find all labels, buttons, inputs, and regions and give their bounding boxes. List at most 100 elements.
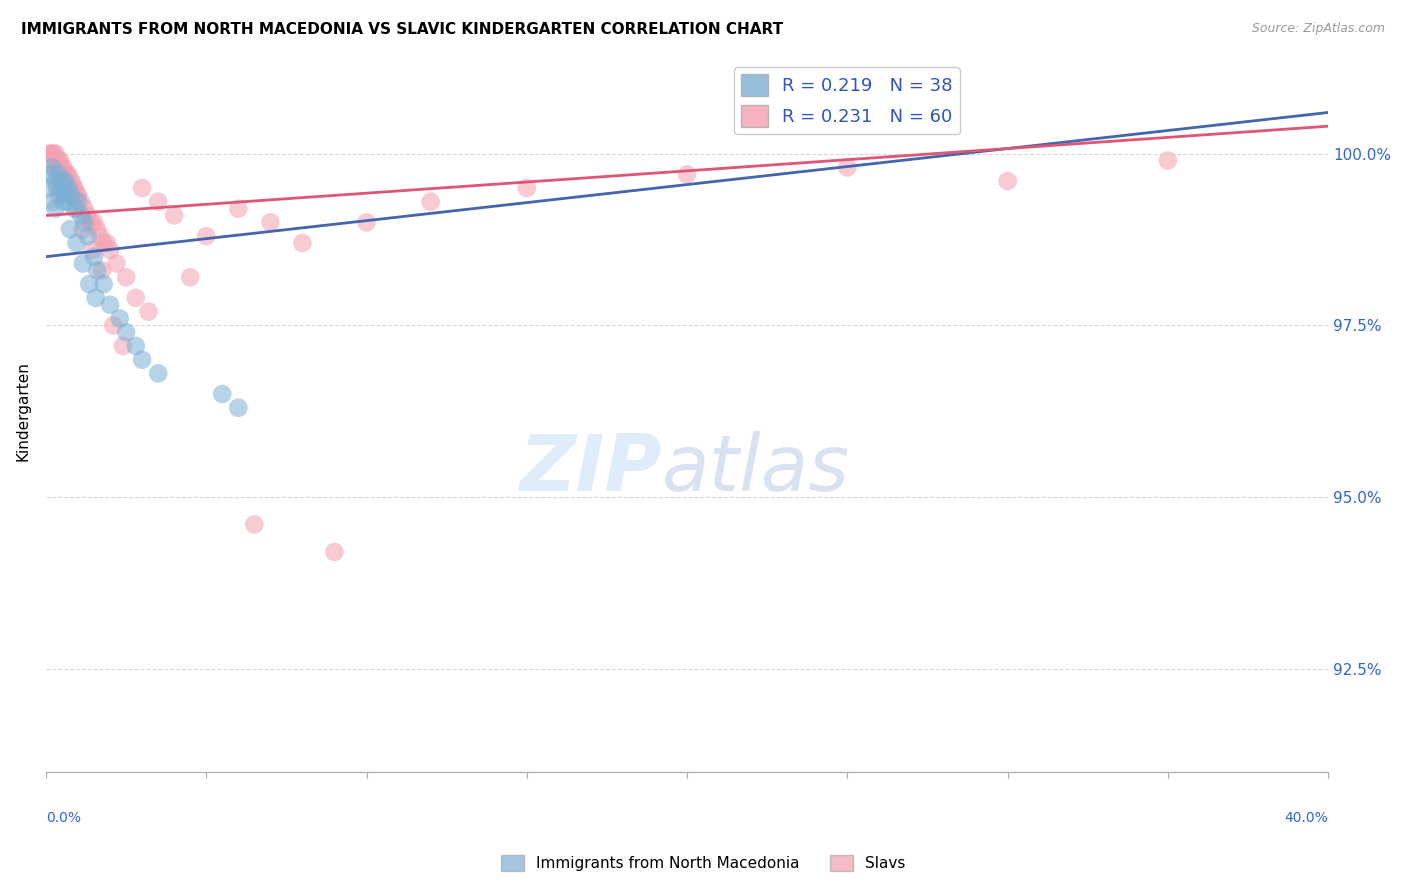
- Point: [73, 202, 96, 216]
- Point: [65, 202, 87, 216]
- Point: [98, 243, 121, 257]
- Text: 0.0%: 0.0%: [46, 812, 82, 825]
- Point: [53, 187, 76, 202]
- Point: [131, 181, 153, 195]
- Legend: Immigrants from North Macedonia, Slavs: Immigrants from North Macedonia, Slavs: [495, 849, 911, 877]
- Point: [84, 291, 107, 305]
- Point: [83, 250, 105, 264]
- Point: [76, 229, 98, 244]
- Point: [45, 202, 67, 216]
- Point: [179, 270, 201, 285]
- Point: [48, 187, 70, 202]
- Point: [111, 339, 134, 353]
- Point: [52, 174, 75, 188]
- Point: [323, 545, 346, 559]
- Text: Source: ZipAtlas.com: Source: ZipAtlas.com: [1251, 22, 1385, 36]
- Point: [77, 277, 100, 292]
- Text: atlas: atlas: [661, 431, 849, 507]
- Point: [125, 339, 148, 353]
- Point: [42, 146, 65, 161]
- Point: [93, 277, 115, 292]
- Point: [131, 352, 153, 367]
- Point: [62, 181, 84, 195]
- Point: [45, 146, 67, 161]
- Point: [70, 194, 93, 209]
- Point: [63, 202, 86, 216]
- Point: [44, 161, 66, 175]
- Point: [59, 174, 82, 188]
- Point: [38, 153, 60, 168]
- Point: [58, 194, 80, 209]
- Text: 40.0%: 40.0%: [1285, 812, 1329, 825]
- Point: [58, 187, 80, 202]
- Point: [39, 167, 62, 181]
- Point: [138, 304, 160, 318]
- Legend: R = 0.219   N = 38, R = 0.231   N = 60: R = 0.219 N = 38, R = 0.231 N = 60: [734, 67, 960, 135]
- Point: [63, 181, 86, 195]
- Point: [65, 187, 87, 202]
- Point: [163, 209, 186, 223]
- Point: [53, 167, 76, 181]
- Point: [53, 174, 76, 188]
- Point: [38, 146, 60, 161]
- Point: [211, 387, 233, 401]
- Point: [419, 194, 441, 209]
- Point: [676, 167, 699, 181]
- Point: [76, 209, 98, 223]
- Point: [516, 181, 538, 195]
- Point: [226, 401, 249, 415]
- Point: [46, 153, 69, 168]
- Point: [66, 187, 89, 202]
- Point: [58, 167, 80, 181]
- Point: [51, 161, 73, 175]
- Point: [86, 263, 108, 277]
- Point: [146, 367, 169, 381]
- Point: [291, 235, 314, 250]
- Point: [59, 222, 82, 236]
- Point: [58, 181, 80, 195]
- Point: [73, 215, 96, 229]
- Point: [41, 161, 63, 175]
- Point: [66, 194, 89, 209]
- Point: [115, 325, 138, 339]
- Point: [89, 229, 111, 244]
- Point: [91, 263, 114, 277]
- Point: [837, 161, 859, 175]
- Point: [51, 181, 73, 195]
- Point: [98, 298, 121, 312]
- Point: [243, 517, 266, 532]
- Point: [52, 161, 75, 175]
- Point: [48, 153, 70, 168]
- Text: IMMIGRANTS FROM NORTH MACEDONIA VS SLAVIC KINDERGARTEN CORRELATION CHART: IMMIGRANTS FROM NORTH MACEDONIA VS SLAVI…: [21, 22, 783, 37]
- Point: [52, 194, 75, 209]
- Point: [39, 146, 62, 161]
- Point: [60, 174, 83, 188]
- Point: [115, 270, 138, 285]
- Point: [72, 256, 94, 270]
- Point: [125, 291, 148, 305]
- Point: [997, 174, 1019, 188]
- Point: [56, 167, 79, 181]
- Point: [82, 243, 104, 257]
- Point: [45, 174, 67, 188]
- Point: [48, 167, 70, 181]
- Point: [226, 202, 249, 216]
- Point: [41, 194, 63, 209]
- Point: [80, 215, 103, 229]
- Point: [38, 181, 60, 195]
- Point: [60, 187, 83, 202]
- Point: [46, 181, 69, 195]
- Point: [51, 174, 73, 188]
- Point: [195, 229, 218, 244]
- Point: [96, 235, 118, 250]
- Point: [72, 222, 94, 236]
- Point: [83, 215, 105, 229]
- Point: [108, 311, 131, 326]
- Point: [105, 256, 128, 270]
- Point: [70, 209, 93, 223]
- Y-axis label: Kindergarten: Kindergarten: [15, 361, 30, 461]
- Point: [41, 146, 63, 161]
- Text: ZIP: ZIP: [519, 431, 661, 507]
- Point: [356, 215, 378, 229]
- Point: [146, 194, 169, 209]
